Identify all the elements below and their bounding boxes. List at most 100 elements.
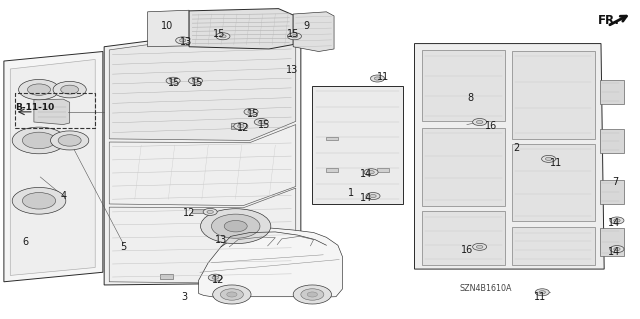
Bar [511, 227, 595, 265]
Bar [511, 144, 595, 221]
Bar [378, 168, 389, 172]
Bar [326, 137, 338, 140]
Text: 15: 15 [191, 78, 204, 88]
Circle shape [12, 127, 66, 154]
Polygon shape [10, 59, 95, 275]
Text: 3: 3 [181, 292, 187, 302]
Bar [230, 123, 244, 128]
Bar [231, 126, 243, 129]
Text: 16: 16 [485, 121, 497, 131]
Polygon shape [198, 228, 342, 298]
Circle shape [248, 110, 254, 114]
Text: 15: 15 [213, 29, 225, 39]
Circle shape [179, 39, 186, 42]
Circle shape [370, 195, 376, 197]
Circle shape [227, 292, 237, 297]
Bar [422, 50, 505, 122]
Circle shape [254, 119, 268, 125]
Text: 1: 1 [348, 188, 354, 198]
Circle shape [203, 208, 217, 215]
Circle shape [371, 75, 385, 82]
Circle shape [188, 77, 202, 84]
Text: 9: 9 [303, 21, 309, 31]
Text: 14: 14 [607, 218, 620, 228]
Circle shape [237, 124, 244, 128]
Polygon shape [148, 10, 189, 47]
Circle shape [220, 35, 226, 38]
Text: SZN4B1610A: SZN4B1610A [460, 284, 512, 293]
Text: 14: 14 [607, 247, 620, 256]
Circle shape [614, 248, 620, 251]
Bar [422, 211, 505, 265]
Circle shape [293, 285, 332, 304]
Text: 5: 5 [120, 242, 127, 252]
Circle shape [211, 214, 260, 238]
Polygon shape [4, 51, 103, 282]
Text: 16: 16 [461, 245, 473, 255]
Bar [192, 209, 205, 213]
Text: 8: 8 [467, 93, 473, 103]
Circle shape [535, 289, 549, 296]
Circle shape [545, 157, 552, 160]
Circle shape [234, 123, 248, 130]
Text: 14: 14 [360, 193, 372, 203]
Text: 12: 12 [183, 209, 195, 219]
Text: 7: 7 [612, 177, 618, 187]
Circle shape [220, 289, 243, 300]
Text: 13: 13 [286, 65, 298, 75]
Text: 11: 11 [550, 158, 563, 168]
Text: 13: 13 [215, 235, 227, 246]
Circle shape [212, 285, 251, 304]
Bar [600, 129, 624, 153]
Text: 10: 10 [161, 21, 173, 31]
Polygon shape [312, 86, 403, 204]
Circle shape [539, 291, 545, 294]
Bar [422, 128, 505, 205]
Circle shape [307, 292, 317, 297]
Circle shape [364, 169, 378, 176]
Circle shape [166, 77, 180, 84]
Text: 2: 2 [513, 143, 520, 153]
Polygon shape [415, 44, 604, 269]
Circle shape [216, 33, 230, 40]
Circle shape [614, 219, 620, 222]
Text: 12: 12 [212, 275, 224, 285]
Circle shape [258, 121, 264, 123]
Circle shape [472, 119, 486, 125]
Bar [600, 180, 624, 204]
Circle shape [476, 245, 483, 249]
Circle shape [200, 209, 271, 244]
Polygon shape [109, 124, 296, 205]
Text: 6: 6 [22, 237, 28, 247]
Text: 12: 12 [237, 123, 250, 133]
Bar [161, 274, 173, 278]
Circle shape [192, 79, 198, 82]
Polygon shape [34, 99, 70, 124]
Text: 4: 4 [60, 191, 67, 201]
Circle shape [53, 81, 86, 98]
Circle shape [208, 274, 222, 281]
Circle shape [212, 276, 218, 279]
Text: 13: 13 [180, 37, 192, 47]
Circle shape [28, 84, 51, 95]
Text: 15: 15 [168, 78, 180, 88]
Circle shape [22, 132, 56, 149]
Circle shape [610, 246, 624, 253]
Text: 15: 15 [247, 109, 259, 119]
Circle shape [301, 289, 324, 300]
Bar [15, 93, 95, 128]
Circle shape [541, 155, 556, 162]
Text: 11: 11 [534, 292, 547, 302]
Circle shape [19, 79, 60, 100]
Circle shape [170, 79, 176, 82]
Polygon shape [189, 9, 293, 49]
Circle shape [207, 210, 213, 213]
Circle shape [51, 131, 89, 150]
Bar [511, 50, 595, 139]
Text: B-11-10: B-11-10 [15, 103, 54, 112]
Bar [600, 228, 624, 256]
Circle shape [610, 217, 624, 224]
Circle shape [291, 35, 298, 38]
Text: 14: 14 [360, 169, 372, 179]
Polygon shape [104, 23, 301, 285]
